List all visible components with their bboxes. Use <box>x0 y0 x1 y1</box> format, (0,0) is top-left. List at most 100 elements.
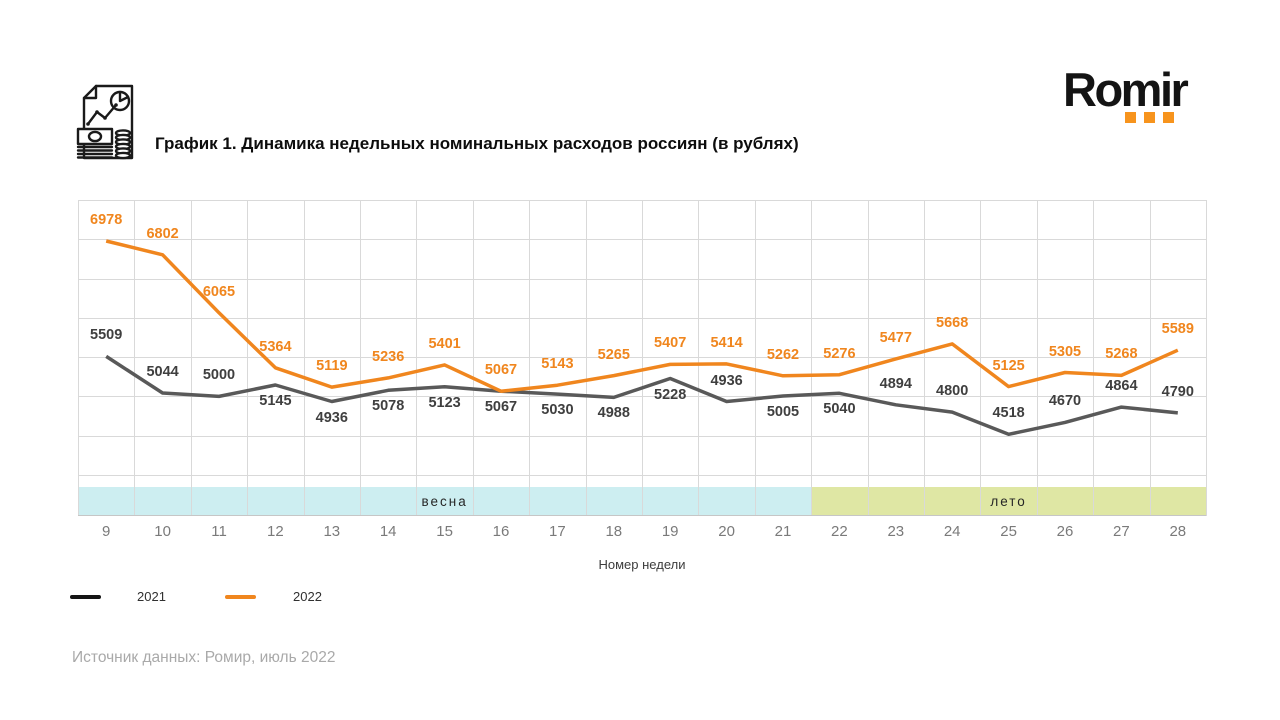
data-label-2022: 6802 <box>146 225 179 242</box>
chart-document-icon <box>76 84 138 162</box>
plot-area: весна лето 5509 5044 5000 5145 4936 5078 5123 506… <box>78 200 1207 516</box>
season-band-label: весна <box>421 494 468 509</box>
gridline-vertical <box>868 200 869 516</box>
gridline-vertical <box>698 200 699 516</box>
series-2021-line <box>105 354 1178 437</box>
season-band: лето <box>811 487 1206 516</box>
gridline-vertical <box>473 200 474 516</box>
week-tick-label: 22 <box>831 523 848 540</box>
data-label-2022: 6065 <box>202 283 236 300</box>
week-tick-label: 14 <box>379 523 397 540</box>
data-label-2022: 5067 <box>484 362 518 379</box>
data-label-2022: 5407 <box>654 335 687 352</box>
data-label-2022: 5414 <box>710 334 743 351</box>
data-label-2021: 5000 <box>202 367 236 384</box>
data-label-2022: 5262 <box>766 346 800 363</box>
gridline-vertical <box>980 200 981 516</box>
week-tick-label: 26 <box>1056 523 1074 540</box>
gridline-vertical <box>755 200 756 516</box>
gridline-vertical <box>1037 200 1038 516</box>
data-label-2021: 5040 <box>823 401 856 418</box>
data-label-2021: 5123 <box>428 394 461 411</box>
data-label-2022: 5477 <box>879 329 912 346</box>
week-tick-label: 24 <box>943 523 961 540</box>
data-label-2021: 5005 <box>766 404 800 420</box>
data-label-2022: 5119 <box>316 358 348 375</box>
data-label-2021: 5228 <box>654 386 687 403</box>
data-label-2021: 4864 <box>1105 378 1138 395</box>
data-label-2021: 4936 <box>315 409 348 426</box>
data-label-2021: 4894 <box>879 375 912 392</box>
data-label-2022: 5125 <box>992 357 1025 374</box>
gridline-vertical <box>247 200 248 516</box>
legend: 2021 2022 <box>70 588 470 608</box>
gridline-vertical <box>416 200 417 516</box>
data-label-2022: 5305 <box>1048 343 1082 360</box>
legend-line-2022-icon <box>225 595 256 599</box>
legend-line-2021-icon <box>70 595 101 599</box>
data-label-2021: 4518 <box>992 405 1025 422</box>
gridline-vertical <box>586 200 587 516</box>
week-tick-label: 20 <box>718 523 735 540</box>
data-label-2022: 5668 <box>936 314 969 331</box>
week-tick-label: 18 <box>605 523 623 540</box>
data-label-2022: 5268 <box>1105 346 1138 363</box>
gridline-vertical <box>1206 200 1207 516</box>
data-label-2022: 5276 <box>823 345 856 362</box>
week-tick-label: 16 <box>492 523 510 540</box>
data-label-2022: 5589 <box>1161 321 1194 338</box>
gridline-vertical <box>811 200 812 516</box>
series-2022-line <box>105 239 1179 393</box>
data-label-2021: 4800 <box>936 383 969 400</box>
gridline-vertical <box>78 200 79 516</box>
week-tick-label: 28 <box>1169 523 1187 540</box>
page-title: График 1. Динамика недельных номинальных… <box>155 134 799 153</box>
week-tick-label: 12 <box>267 523 284 540</box>
data-label-2022: 5265 <box>597 346 630 363</box>
gridline-vertical <box>360 200 361 516</box>
gridline-vertical <box>304 200 305 516</box>
gridline-vertical <box>1150 200 1151 516</box>
data-label-2021: 5067 <box>484 399 518 416</box>
source-note: Источник данных: Ромир, июль 2022 <box>72 649 336 666</box>
x-axis-title: Номер недели <box>598 557 686 572</box>
data-label-2021: 4790 <box>1161 383 1194 400</box>
data-label-2021: 5030 <box>541 402 574 419</box>
legend-label-2022: 2022 <box>293 589 322 604</box>
logo-wordmark: Romir <box>1063 63 1189 116</box>
week-tick-label: 27 <box>1113 523 1130 540</box>
data-label-2021: 4988 <box>597 405 630 422</box>
week-tick-label: 17 <box>549 523 566 540</box>
week-tick-label: 23 <box>887 523 905 540</box>
week-tick-label: 19 <box>661 523 679 540</box>
week-tick-label: 15 <box>436 523 453 540</box>
logo-dot-icon <box>1163 112 1174 123</box>
logo-dot-icon <box>1125 112 1136 123</box>
week-tick-label: 9 <box>102 523 111 540</box>
data-label-2021: 5078 <box>372 398 405 415</box>
data-label-2022: 6978 <box>90 212 123 228</box>
gridline-vertical <box>191 200 192 516</box>
data-label-2021: 4936 <box>710 372 743 389</box>
data-label-2021: 4670 <box>1048 393 1082 410</box>
week-tick-label: 13 <box>323 523 341 540</box>
data-label-2021: 5044 <box>146 364 179 380</box>
gridline-vertical <box>1093 200 1094 516</box>
gridline-vertical <box>134 200 135 516</box>
season-band-label: лето <box>990 494 1027 509</box>
data-label-2021: 5509 <box>90 327 123 344</box>
legend-label-2021: 2021 <box>137 589 166 604</box>
data-label-2021: 5145 <box>259 393 292 409</box>
week-tick-label: 21 <box>774 523 792 540</box>
x-axis-labels: 9 10 11 12 13 14 15 16 17 18 19 20 21 22 23 24 25 26 27 28 <box>78 523 1206 545</box>
week-tick-label: 10 <box>154 523 171 540</box>
week-tick-label: 11 <box>211 523 227 540</box>
data-label-2022: 5143 <box>541 356 574 373</box>
gridline-vertical <box>924 200 925 516</box>
logo-dots <box>1125 112 1174 123</box>
data-label-2022: 5236 <box>372 348 405 365</box>
logo-dot-icon <box>1144 112 1155 123</box>
week-tick-label: 25 <box>1000 523 1017 540</box>
season-band: весна <box>78 487 812 516</box>
